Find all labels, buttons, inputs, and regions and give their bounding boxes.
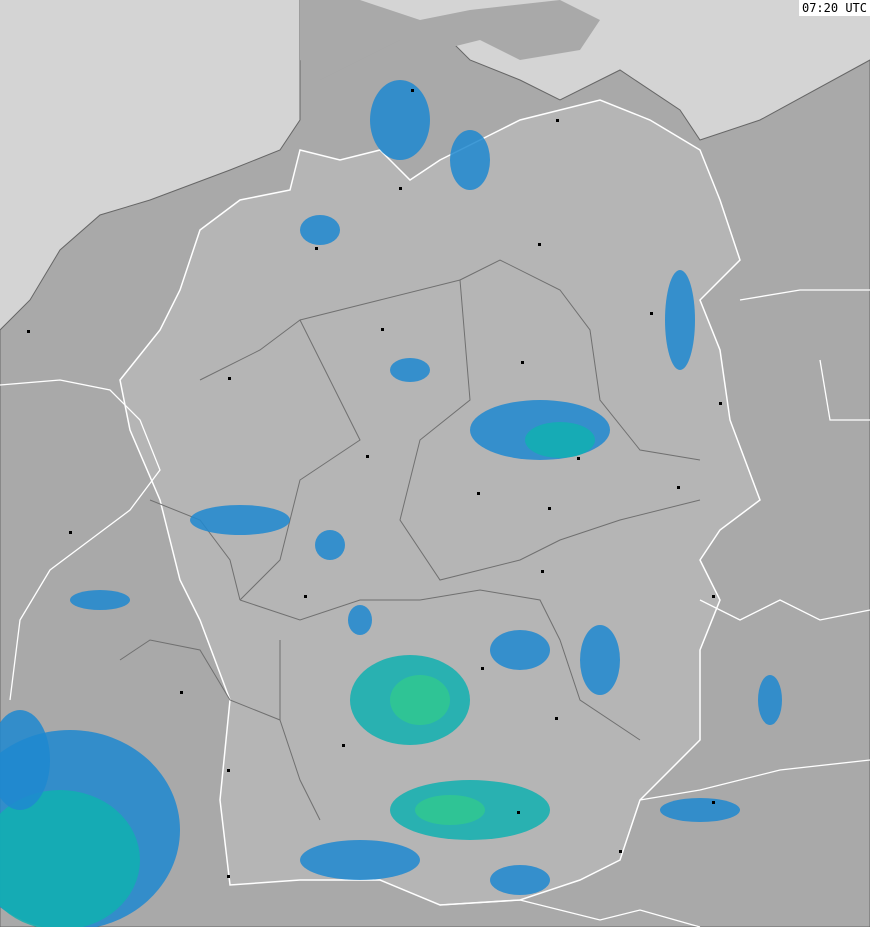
rain-echo [315,530,345,560]
city-dot [399,187,402,190]
rain-echo [450,130,490,190]
city-markers [27,89,722,878]
city-dot [315,247,318,250]
city-dot [650,312,653,315]
rain-echo [300,840,420,880]
rain-echo [525,422,595,458]
city-dot [381,328,384,331]
city-dot [180,691,183,694]
denmark [300,0,600,80]
rain-echo [390,675,450,725]
city-dot [712,801,715,804]
city-dot [712,595,715,598]
city-dot [555,717,558,720]
city-dot [677,486,680,489]
city-dot [227,769,230,772]
state-borders [119,259,701,821]
city-dot [538,243,541,246]
city-dot [477,492,480,495]
city-dot [342,744,345,747]
rain-echo [300,215,340,245]
radar-echoes [0,80,782,927]
rain-echo [490,630,550,670]
city-dot [521,361,524,364]
city-dot [517,811,520,814]
rain-echo [348,605,372,635]
city-dot [548,507,551,510]
rain-echo [415,795,485,825]
city-dot [228,377,231,380]
rain-echo [190,505,290,535]
city-dot [304,595,307,598]
rain-echo [758,675,782,725]
rain-echo [390,358,430,382]
city-dot [556,119,559,122]
city-dot [69,531,72,534]
rain-echo [370,80,430,160]
city-dot [366,455,369,458]
rain-echo [580,625,620,695]
rain-echo [660,798,740,822]
city-dot [619,850,622,853]
city-dot [411,89,414,92]
rain-echo [490,865,550,895]
city-dot [719,402,722,405]
rain-echo [70,590,130,610]
city-dot [577,457,580,460]
rain-echo [0,710,50,810]
rain-echo [0,790,140,927]
city-dot [27,330,30,333]
city-dot [541,570,544,573]
timestamp-label: 07:20 UTC [798,0,870,16]
country-borders [0,289,870,927]
rain-echo [665,270,695,370]
city-dot [227,875,230,878]
city-dot [481,667,484,670]
